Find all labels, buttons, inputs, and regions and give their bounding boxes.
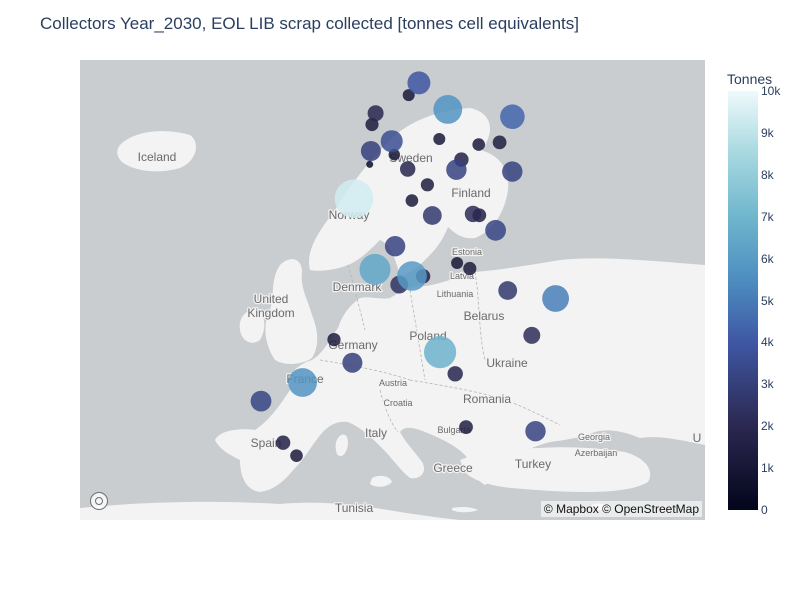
- map-label-croatia: Croatia: [383, 398, 412, 408]
- collector-point[interactable]: [433, 95, 463, 124]
- collector-point[interactable]: [290, 449, 303, 463]
- collector-point[interactable]: [492, 135, 507, 150]
- map-label-united-kingdom: United Kingdom: [247, 292, 294, 320]
- collector-point[interactable]: [407, 71, 431, 95]
- colorbar-tick-label: 7k: [761, 209, 774, 224]
- collector-point[interactable]: [451, 257, 464, 269]
- colorbar-title: Tonnes: [727, 71, 773, 87]
- collector-point[interactable]: [275, 435, 291, 450]
- collector-point[interactable]: [367, 105, 384, 122]
- mapbox-logo-icon[interactable]: [90, 492, 108, 510]
- chart-title: Collectors Year_2030, EOL LIB scrap coll…: [40, 14, 579, 33]
- map-label-georgia: Georgia: [578, 432, 610, 442]
- collector-point[interactable]: [463, 261, 477, 276]
- collector-point[interactable]: [327, 333, 341, 347]
- collector-point[interactable]: [397, 261, 427, 291]
- collector-point[interactable]: [523, 326, 541, 344]
- collector-point[interactable]: [424, 336, 457, 369]
- colorbar-tick-label: 9k: [761, 125, 774, 140]
- map-canvas[interactable]: IcelandSwedenFinlandNorwayEstoniaLatviaL…: [80, 60, 705, 520]
- collector-point[interactable]: [422, 206, 442, 225]
- collector-point[interactable]: [365, 117, 379, 132]
- colorbar-tick-label: 10k: [761, 84, 781, 98]
- colorbar-tick-label: 8k: [761, 167, 774, 182]
- map-label-iceland: Iceland: [138, 150, 177, 164]
- collector-point[interactable]: [359, 253, 391, 285]
- map-attribution[interactable]: © Mapbox © OpenStreetMap: [540, 501, 702, 517]
- collector-point[interactable]: [380, 130, 403, 153]
- collector-point[interactable]: [485, 219, 506, 241]
- collector-point[interactable]: [542, 285, 569, 312]
- map-view[interactable]: IcelandSwedenFinlandNorwayEstoniaLatviaL…: [80, 60, 705, 520]
- map-label-turkey: Turkey: [515, 457, 551, 471]
- map-label-azerbaijan: Azerbaijan: [575, 448, 618, 458]
- map-label-belarus: Belarus: [464, 309, 505, 323]
- collector-point[interactable]: [420, 178, 434, 192]
- collector-point[interactable]: [342, 352, 363, 373]
- collector-point[interactable]: [366, 160, 374, 168]
- bubble-layer: [250, 71, 569, 463]
- collector-point[interactable]: [502, 161, 523, 182]
- collector-point[interactable]: [500, 104, 525, 129]
- map-label-tunisia: Tunisia: [335, 501, 374, 515]
- map-label-greece: Greece: [433, 461, 473, 475]
- map-label-austria: Austria: [379, 378, 407, 388]
- map-label-italy: Italy: [365, 426, 387, 440]
- collector-point[interactable]: [498, 281, 518, 300]
- colorbar-tick-label: 5k: [761, 293, 774, 308]
- map-label-romania: Romania: [463, 392, 511, 406]
- map-label-edge-u: U: [693, 431, 702, 445]
- collector-point[interactable]: [433, 133, 446, 145]
- map-label-estonia: Estonia: [452, 247, 482, 257]
- collector-point[interactable]: [459, 420, 473, 434]
- colorbar-tick-label: 2k: [761, 419, 774, 434]
- map-label-finland: Finland: [451, 186, 490, 200]
- collector-point[interactable]: [384, 236, 406, 257]
- collector-point[interactable]: [250, 390, 272, 412]
- colorbar-tick-label: 6k: [761, 251, 774, 266]
- colorbar: [728, 91, 758, 510]
- collector-point[interactable]: [405, 194, 419, 207]
- collector-point[interactable]: [446, 159, 467, 180]
- collector-point[interactable]: [288, 368, 317, 397]
- collector-point[interactable]: [402, 89, 415, 102]
- collector-point[interactable]: [334, 179, 374, 218]
- colorbar-tick-label: 0: [761, 503, 768, 517]
- basemap-borders: [319, 264, 561, 433]
- map-label-ukraine: Ukraine: [486, 356, 528, 370]
- map-label-spain: Spain: [251, 436, 282, 450]
- collector-point[interactable]: [472, 138, 486, 151]
- collector-point[interactable]: [447, 366, 463, 382]
- colorbar-tick-label: 1k: [761, 461, 774, 476]
- collector-point[interactable]: [525, 421, 546, 442]
- basemap-land: [80, 108, 705, 520]
- colorbar-tick-label: 3k: [761, 377, 774, 392]
- colorbar-tick-label: 4k: [761, 335, 774, 350]
- collector-point[interactable]: [360, 141, 381, 161]
- collector-point[interactable]: [400, 161, 416, 177]
- collector-point[interactable]: [464, 205, 482, 223]
- map-label-lithuania: Lithuania: [437, 289, 474, 299]
